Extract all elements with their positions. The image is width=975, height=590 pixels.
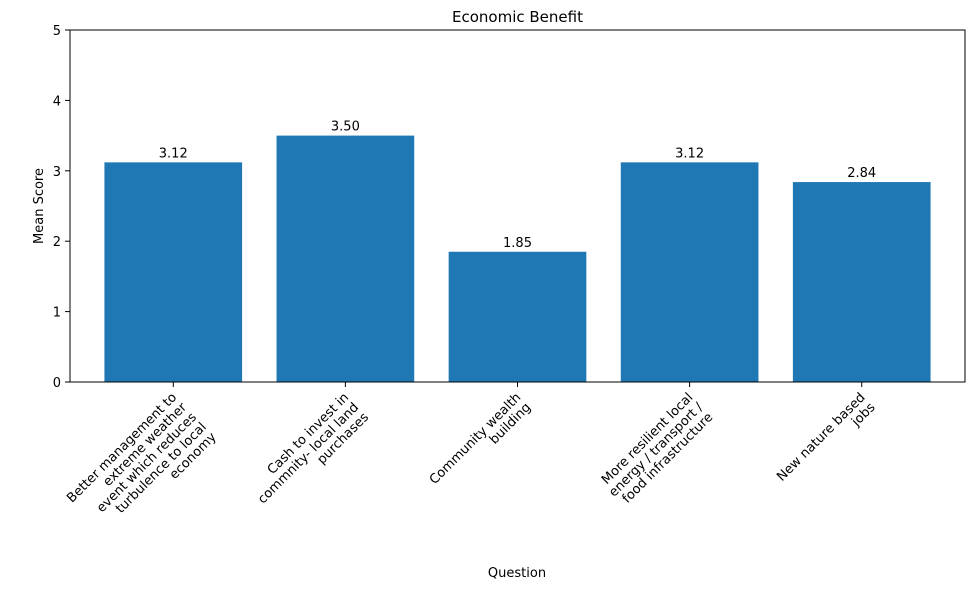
y-tick-label: 2 bbox=[53, 235, 61, 250]
bar-value-label: 1.85 bbox=[503, 236, 532, 251]
value-labels-group: 3.12 3.50 1.85 3.12 2.84 bbox=[159, 120, 876, 251]
x-axis: Better management toextreme weatherevent… bbox=[64, 382, 879, 546]
bar-value-label: 2.84 bbox=[847, 166, 876, 181]
x-tick-label: Better management toextreme weatherevent… bbox=[64, 390, 220, 546]
bar-1 bbox=[104, 162, 243, 382]
y-tick-label: 4 bbox=[53, 94, 61, 109]
y-tick-label: 0 bbox=[53, 376, 61, 391]
y-tick-label: 3 bbox=[53, 165, 61, 180]
bar-2 bbox=[276, 135, 415, 382]
bar-value-label: 3.12 bbox=[159, 146, 188, 161]
bar-5 bbox=[792, 182, 931, 382]
y-tick-label: 1 bbox=[53, 306, 61, 321]
plot-frame bbox=[69, 29, 966, 383]
bars-group bbox=[104, 135, 931, 382]
bar-value-label: 3.12 bbox=[675, 146, 704, 161]
y-axis: 0 1 2 3 4 5 bbox=[53, 24, 70, 391]
y-tick-label: 5 bbox=[53, 24, 61, 39]
bar-4 bbox=[620, 162, 759, 382]
chart-title: Economic Benefit bbox=[452, 8, 583, 26]
x-tick-label: Cash to invest incommnity- local landpur… bbox=[245, 390, 372, 517]
x-tick-label: Community wealthbuilding bbox=[427, 390, 534, 497]
y-axis-title: Mean Score bbox=[32, 168, 47, 244]
bar-value-label: 3.50 bbox=[331, 120, 360, 135]
x-axis-title: Question bbox=[488, 566, 546, 581]
bar-3 bbox=[448, 251, 587, 382]
x-tick-label: More resilient localenergy / transport /… bbox=[596, 390, 716, 510]
x-tick-label: New nature basedjobs bbox=[774, 390, 878, 494]
